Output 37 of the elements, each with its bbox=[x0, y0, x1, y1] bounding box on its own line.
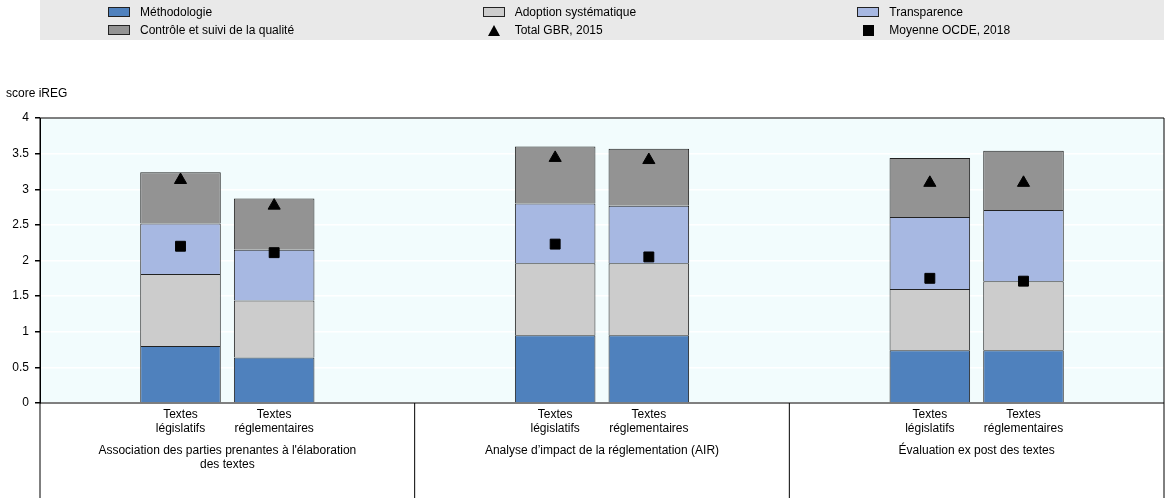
legend-label: Méthodologie bbox=[140, 5, 213, 19]
text: Évaluation ex post des textes bbox=[898, 442, 1055, 458]
y-tick-label: 1 bbox=[22, 324, 30, 339]
x-tick-label: Textes réglementaires bbox=[983, 406, 1064, 435]
point bbox=[548, 150, 562, 162]
point bbox=[642, 152, 656, 165]
x-tick-label: Textes réglementaires bbox=[234, 406, 314, 435]
point bbox=[924, 272, 936, 284]
point bbox=[923, 175, 937, 187]
y-tick-label: 0.5 bbox=[12, 359, 30, 374]
text: Association des parties prenantes à l'élaboration des textes bbox=[98, 443, 357, 472]
point bbox=[268, 247, 280, 259]
y-tick-label: 3.5 bbox=[12, 145, 30, 160]
x-tick-label: Textes législatifs bbox=[905, 406, 955, 435]
text: Analyse d’impact de la réglementation (AIR) bbox=[484, 443, 720, 458]
legend-label: Transparence bbox=[889, 5, 963, 19]
legend-label: Moyenne OCDE, 2018 bbox=[889, 23, 1011, 37]
y-axis-title: score iREG bbox=[6, 86, 68, 100]
point bbox=[175, 240, 186, 252]
legend-label: Total GBR, 2015 bbox=[514, 23, 603, 37]
point bbox=[549, 238, 561, 250]
y-tick-label: 4 bbox=[22, 110, 30, 125]
point bbox=[173, 172, 188, 184]
legend-label: Contrôle et suivi de la qualité bbox=[140, 23, 295, 37]
point bbox=[267, 198, 281, 210]
point bbox=[1016, 175, 1031, 187]
x-tick-label: Textes législatifs bbox=[155, 406, 206, 435]
point bbox=[643, 251, 655, 263]
x-tick-label: Textes réglementaires bbox=[609, 406, 689, 435]
point bbox=[1018, 275, 1029, 287]
y-tick-label: 2 bbox=[22, 252, 30, 267]
y-tick-label: 3 bbox=[22, 181, 30, 196]
y-tick-label: 1.5 bbox=[12, 288, 30, 303]
y-tick-label: 0 bbox=[22, 395, 30, 410]
y-tick-label: 2.5 bbox=[12, 217, 30, 232]
x-tick-label: Textes législatifs bbox=[530, 406, 580, 435]
legend-label: Adoption systématique bbox=[514, 5, 637, 19]
